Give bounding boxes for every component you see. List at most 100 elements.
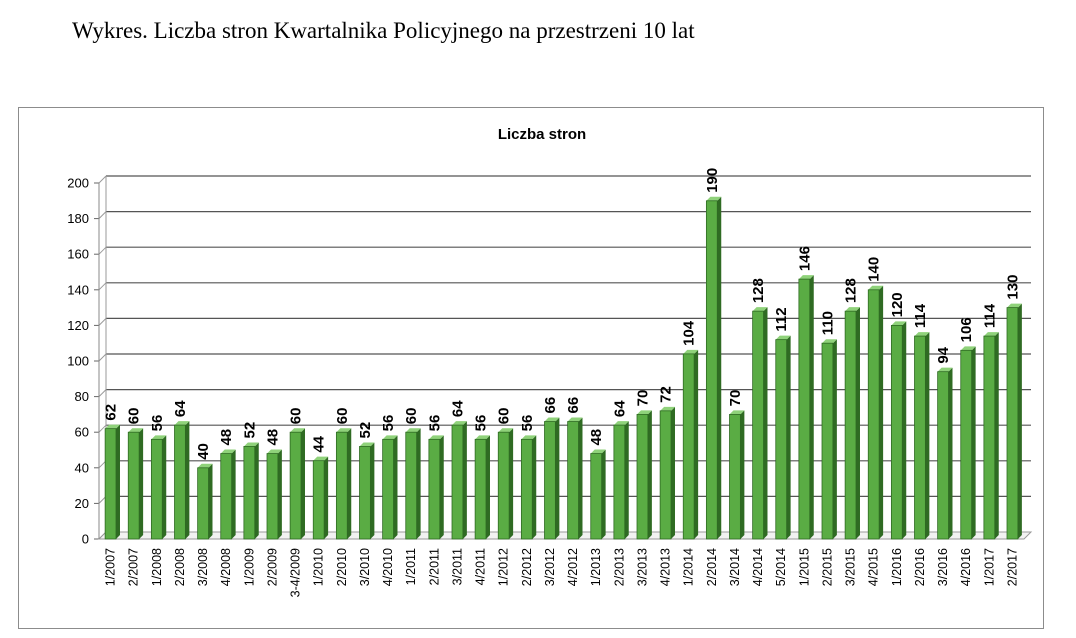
- data-label: 56: [149, 415, 166, 432]
- bar: [775, 335, 791, 540]
- bar: [914, 332, 930, 540]
- bar: [590, 449, 606, 540]
- bar-side: [485, 435, 490, 539]
- data-labels: 62 60 56 64 40 48 52 48 60 44 60 52 56 60 56 64 56 60 56 66…: [103, 168, 1022, 460]
- bar-front: [682, 353, 695, 540]
- bar: [359, 442, 375, 540]
- data-label: 60: [403, 408, 420, 425]
- bar-top: [452, 421, 467, 426]
- x-tick-label: 2/2016: [913, 548, 927, 586]
- data-label: 128: [750, 278, 767, 303]
- bar-side: [532, 435, 537, 539]
- axes: [94, 176, 1033, 540]
- bar-top: [914, 332, 930, 337]
- bar-front: [289, 431, 302, 540]
- bar-top: [428, 435, 444, 440]
- bar-top: [729, 410, 745, 415]
- bar-front: [821, 342, 834, 540]
- x-tick-label: 1/2008: [150, 548, 164, 586]
- x-tick-label: 2/2007: [127, 548, 141, 586]
- data-label: 60: [334, 408, 351, 425]
- bar-side: [416, 428, 421, 539]
- x-tick-label: 2/2009: [265, 548, 279, 586]
- bar: [335, 428, 352, 540]
- bar-top: [983, 332, 999, 337]
- bar: [405, 428, 421, 540]
- data-label: 44: [311, 435, 328, 452]
- bar: [567, 417, 583, 540]
- data-label: 190: [704, 168, 721, 193]
- bar-top: [197, 463, 213, 468]
- bar-side: [971, 346, 976, 539]
- y-tick-label: 120: [67, 318, 89, 333]
- bar-side: [115, 424, 120, 539]
- data-label: 70: [634, 390, 651, 407]
- bar-top: [775, 335, 791, 340]
- bar-side: [509, 428, 514, 539]
- bar-top: [960, 346, 976, 351]
- bar-front: [775, 339, 788, 540]
- data-label: 128: [843, 278, 860, 303]
- bar-top: [1007, 303, 1022, 308]
- bar-front: [359, 446, 371, 540]
- bar-side: [601, 449, 606, 539]
- bar-top: [868, 285, 884, 290]
- bar-front: [127, 431, 140, 540]
- bar-top: [243, 442, 259, 447]
- bar: [844, 307, 860, 540]
- bar-side: [277, 449, 282, 539]
- bar-side: [786, 335, 791, 539]
- bar: [104, 424, 120, 540]
- x-tick-label: 1/2009: [242, 548, 256, 586]
- bar-front: [729, 413, 741, 540]
- data-label: 56: [380, 415, 397, 432]
- bar-front: [752, 310, 764, 540]
- x-tick-label: 2/2015: [820, 548, 834, 586]
- gridline-side: [98, 424, 107, 433]
- bar-top: [660, 406, 675, 411]
- x-tick-label: 3/2014: [728, 548, 742, 586]
- bar-front: [474, 438, 487, 540]
- bar-side: [185, 421, 190, 539]
- gridline-side: [98, 246, 107, 255]
- data-label: 106: [958, 317, 975, 342]
- data-label: 120: [889, 292, 906, 317]
- bar: [150, 435, 167, 540]
- bar-side: [162, 435, 167, 539]
- data-label: 112: [773, 307, 790, 331]
- bar: [220, 449, 236, 540]
- gridline-side: [98, 175, 107, 184]
- bar-front: [312, 460, 325, 540]
- x-tick-label: 3-4/2009: [289, 548, 303, 597]
- bar-front: [705, 200, 718, 540]
- bar-front: [174, 424, 186, 540]
- x-tick-label: 4/2013: [659, 548, 673, 586]
- x-tick-label: 5/2014: [774, 548, 788, 586]
- x-tick-label: 1/2013: [589, 548, 603, 586]
- x-tick-label: 4/2010: [381, 548, 395, 586]
- bar-top: [752, 307, 768, 312]
- bar-side: [832, 339, 837, 539]
- bar-front: [405, 431, 418, 540]
- bar-side: [624, 421, 629, 539]
- data-label: 130: [1004, 275, 1021, 300]
- x-tick-label: 2/2012: [520, 548, 534, 586]
- bar-front: [104, 428, 117, 540]
- bar-top: [521, 435, 537, 440]
- bar-top: [822, 339, 837, 344]
- y-tick-label: 0: [82, 532, 89, 547]
- bar-front: [567, 421, 579, 540]
- data-label: 72: [658, 386, 675, 403]
- bar-side: [347, 428, 352, 539]
- bar-front: [243, 446, 256, 540]
- x-tick-label: 3/2008: [196, 548, 210, 586]
- data-label: 114: [912, 303, 929, 328]
- x-tick-labels: 1/2007 2/2007 1/2008 2/2008 3/2008 4/2008 1/20…: [104, 548, 1020, 597]
- y-tick-label: 20: [75, 496, 89, 511]
- bar-side: [902, 321, 907, 539]
- data-label: 52: [357, 422, 374, 439]
- x-tick-label: 3/2016: [936, 548, 950, 586]
- bar-side: [717, 196, 722, 540]
- data-label: 52: [241, 422, 258, 439]
- bar-side: [462, 421, 467, 539]
